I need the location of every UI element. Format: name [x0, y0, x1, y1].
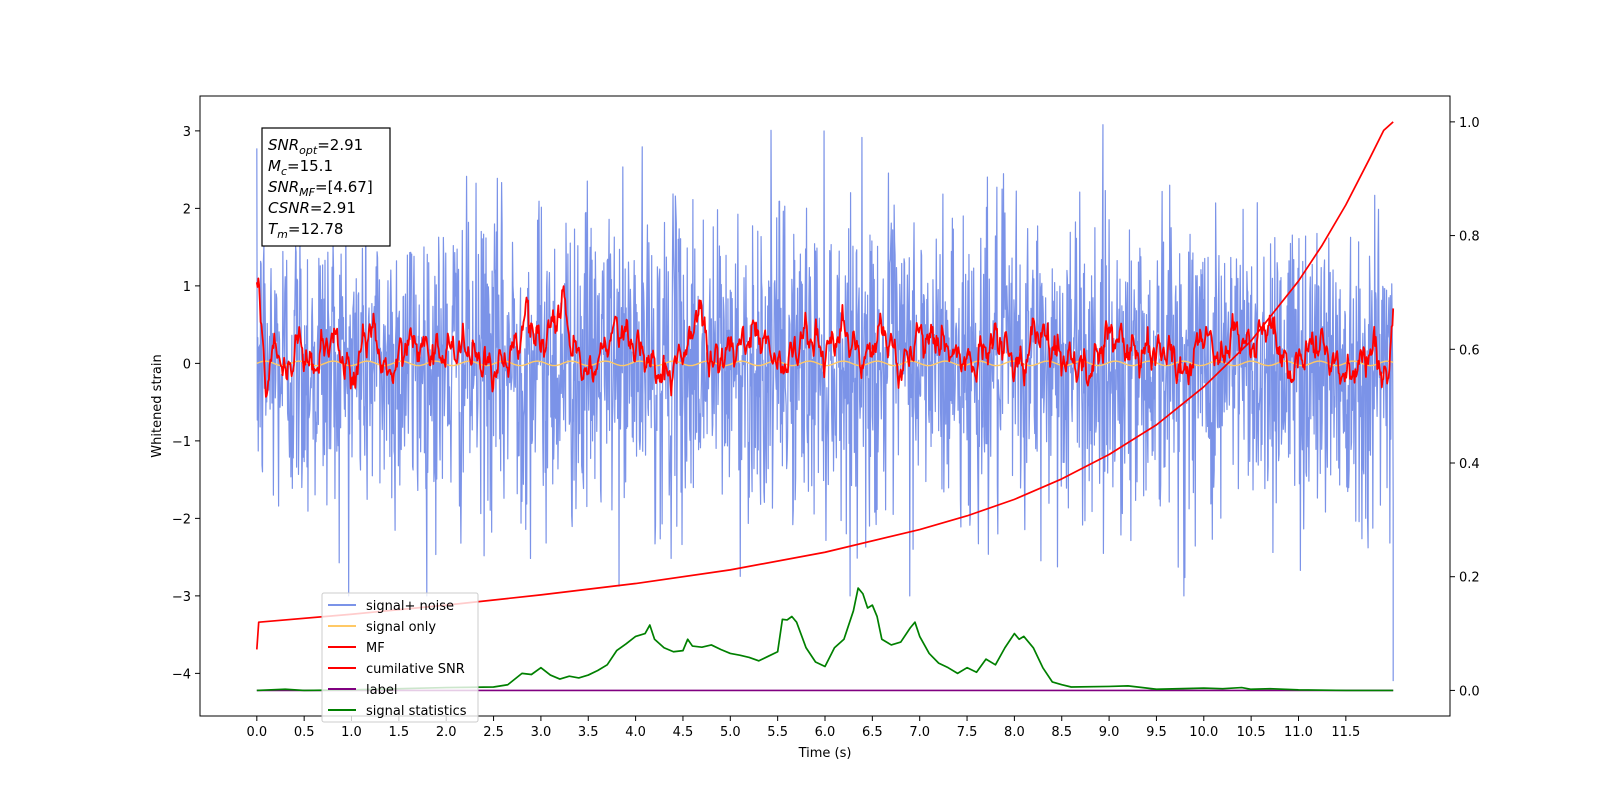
x-tick-label: 3.0: [531, 725, 552, 740]
x-tick-label: 7.5: [957, 725, 978, 740]
annotation-snr_mf: SNRMF=[4.67]: [268, 178, 373, 199]
y-left-tick-label: 0: [183, 357, 191, 372]
x-tick-label: 10.5: [1237, 725, 1266, 740]
legend-label-label: label: [366, 683, 397, 698]
x-tick-label: 1.0: [341, 725, 362, 740]
x-tick-label: 9.5: [1146, 725, 1167, 740]
y-left-tick-label: 1: [183, 280, 191, 295]
y-left-tick-label: −4: [172, 667, 191, 682]
annotation-mc: Mc=15.1: [268, 157, 333, 178]
x-tick-label: 0.0: [246, 725, 267, 740]
y-left-tick-label: 2: [183, 202, 191, 217]
x-axis-label: Time (s): [798, 746, 852, 761]
legend-label-signal-statistics: signal statistics: [366, 704, 467, 719]
y-left-tick-label: −3: [172, 590, 191, 605]
y-right-tick-label: 0.0: [1459, 684, 1480, 699]
legend: signal+ noise signal only MF cumilative SNR…: [321, 592, 479, 723]
x-tick-label: 10.0: [1189, 725, 1218, 740]
y-left-tick-label: −2: [172, 512, 191, 527]
x-tick-label: 9.0: [1099, 725, 1120, 740]
x-tick-label: 2.0: [436, 725, 457, 740]
x-tick-label: 8.0: [1004, 725, 1025, 740]
annotation-snr_opt: SNRopt=2.91: [268, 136, 363, 157]
x-tick-label: 1.5: [389, 725, 410, 740]
y-right-tick-label: 1.0: [1459, 116, 1480, 131]
series-mf: [255, 277, 1395, 398]
x-tick-label: 6.0: [815, 725, 836, 740]
y-left-tick-label: 3: [183, 125, 191, 140]
x-tick-label: 7.0: [909, 725, 930, 740]
x-tick-label: 5.5: [767, 725, 788, 740]
legend-frame: [321, 592, 479, 723]
y-right-tick-label: 0.6: [1459, 343, 1480, 358]
legend-label-signal-only: signal only: [366, 620, 436, 635]
legend-label-mf: MF: [366, 641, 385, 656]
annotation-csnr: CSNR=2.91: [268, 199, 356, 217]
series-cumilative-snr: [255, 121, 1394, 650]
x-tick-label: 11.5: [1331, 725, 1360, 740]
x-tick-label: 4.0: [625, 725, 646, 740]
y-right-tick-label: 0.2: [1459, 571, 1480, 586]
annotation-frame: [261, 127, 391, 247]
series-layer: [255, 121, 1395, 692]
legend-label-cumilative-snr: cumilative SNR: [366, 662, 465, 677]
x-tick-label: 11.0: [1284, 725, 1313, 740]
axes-layer: 0.0 0.5 1.0 1.5 2.0 2.5 3.0 3.5 4.0 4.5 5.0 5.5 6.0 6…: [172, 116, 1480, 740]
x-tick-label: 0.5: [294, 725, 315, 740]
x-tick-label: 3.5: [578, 725, 599, 740]
series-signal-statistics: [256, 587, 1394, 692]
annotation-tm: Tm=12.78: [268, 220, 343, 241]
x-tick-label: 2.5: [483, 725, 504, 740]
legend-label-signal-noise: signal+ noise: [366, 599, 454, 614]
y-right-tick-label: 0.4: [1459, 457, 1480, 472]
x-tick-label: 4.5: [673, 725, 694, 740]
y-axis-label: Whitened strain: [150, 354, 165, 457]
x-tick-label: 6.5: [862, 725, 883, 740]
y-left-tick-label: −1: [172, 435, 191, 450]
x-tick-label: 5.0: [720, 725, 741, 740]
x-tick-label: 8.5: [1051, 725, 1072, 740]
y-right-tick-label: 0.8: [1459, 230, 1480, 245]
